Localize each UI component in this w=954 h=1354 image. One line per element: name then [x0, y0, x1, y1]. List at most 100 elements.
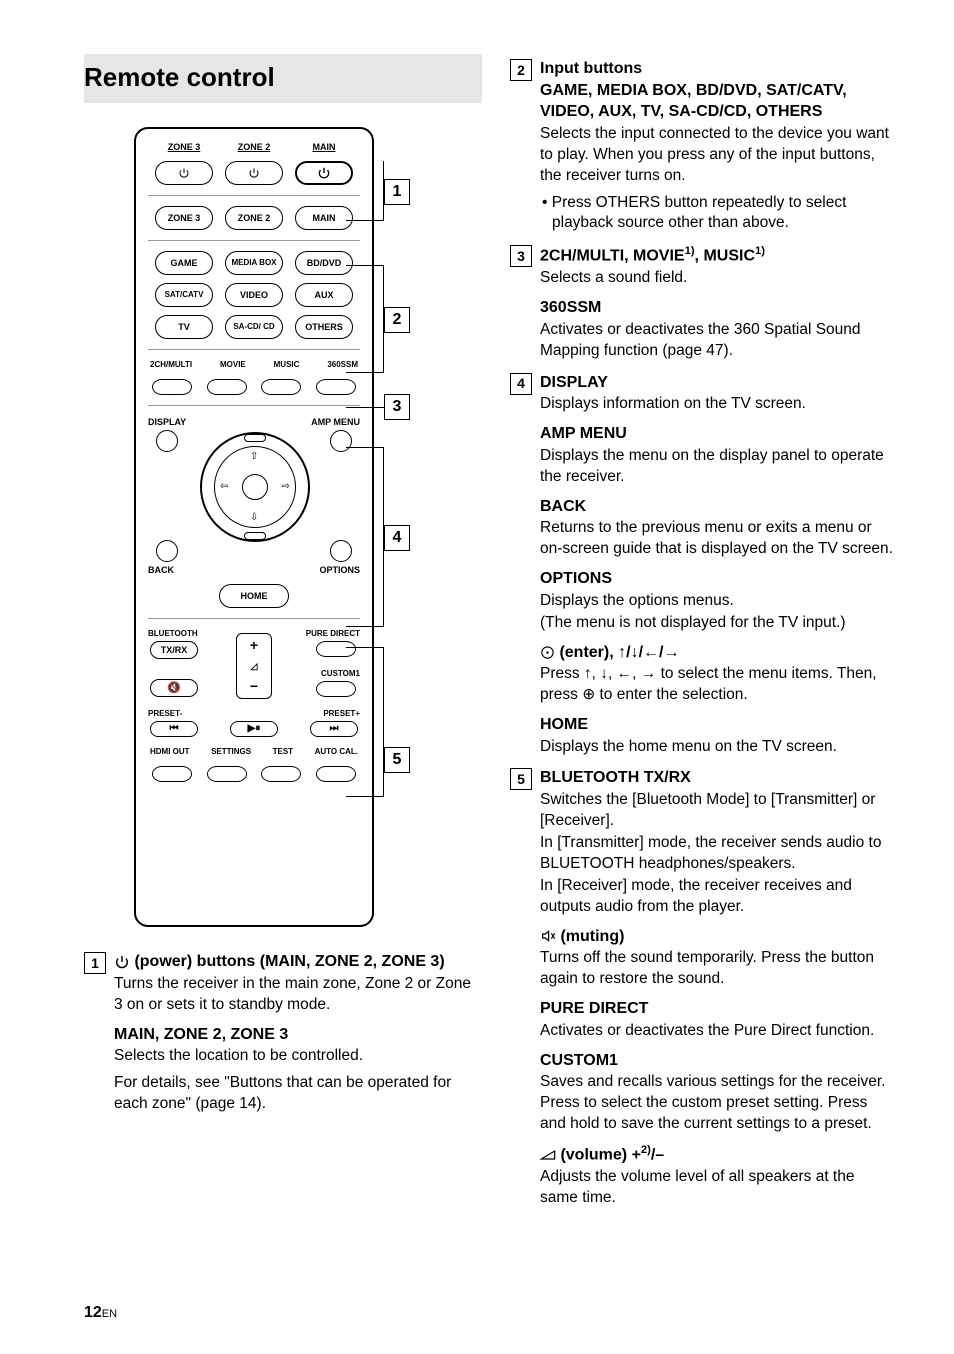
btn-360ssm	[316, 379, 356, 395]
power-label-zone2: ZONE 2	[225, 141, 283, 153]
btn-2chmulti	[152, 379, 192, 395]
dpad: ⇧⇩⇦⇨	[200, 432, 310, 542]
entry-4-sub1-d: Displays the menu on the display panel t…	[540, 446, 894, 488]
entry-1-sub-d2: For details, see "Buttons that can be op…	[114, 1073, 482, 1115]
mute-icon	[540, 928, 556, 944]
enter-icon	[540, 645, 555, 660]
btn-prev: ⏮	[150, 721, 198, 737]
power-icon	[114, 954, 130, 970]
input-tv: TV	[155, 315, 213, 339]
entry-2-num: 2	[510, 59, 532, 81]
input-satcatv: SAT/CATV	[155, 283, 213, 307]
input-bddvd: BD/DVD	[295, 251, 353, 275]
entry-3-sub1-d: Activates or deactivates the 360 Spatial…	[540, 320, 894, 362]
entry-4-sub4-d: Press ↑, ↓, ←, → to select the menu item…	[540, 664, 894, 706]
entry-4-sub3-d2: (The menu is not displayed for the TV in…	[540, 613, 894, 634]
entry-4-sub4: (enter), ↑/↓/←/→	[540, 642, 894, 664]
input-mediabox: MEDIA BOX	[225, 251, 283, 275]
entry-3-head: 2CH/MULTI, MOVIE1), MUSIC1)	[540, 244, 894, 267]
btn-mute: 🔇	[150, 679, 198, 697]
entry-2-bullet: • Press OTHERS button repeatedly to sele…	[540, 193, 894, 235]
entry-5-sub2-d: Activates or deactivates the Pure Direct…	[540, 1021, 894, 1042]
power-label-main: MAIN	[295, 141, 353, 153]
lbl-hdmiout: HDMI OUT	[150, 747, 190, 758]
input-sacd: SA-CD/ CD	[225, 315, 283, 339]
entry-4-sub5-d: Displays the home menu on the TV screen.	[540, 737, 894, 758]
entry-4-sub1: AMP MENU	[540, 423, 894, 445]
power-btn-zone2	[225, 161, 283, 185]
callout-4: 4	[384, 525, 410, 551]
entry-5-num: 5	[510, 768, 532, 790]
entry-4-sub3-d1: Displays the options menus.	[540, 591, 894, 612]
btn-playpause: ▶⏸	[230, 721, 278, 737]
zone3-btn: ZONE 3	[155, 206, 213, 230]
btn-music	[261, 379, 301, 395]
entry-3-sub1: 360SSM	[540, 297, 894, 319]
input-aux: AUX	[295, 283, 353, 307]
lbl-2chmulti: 2CH/MULTI	[150, 360, 192, 371]
lbl-settings: SETTINGS	[211, 747, 251, 758]
btn-settings	[207, 766, 247, 782]
entry-4-sub2-d: Returns to the previous menu or exits a …	[540, 518, 894, 560]
power-btn-zone3	[155, 161, 213, 185]
btn-txrx: TX/RX	[150, 641, 198, 659]
section-title: Remote control	[84, 54, 482, 103]
callout-1: 1	[384, 179, 410, 205]
lbl-back: BACK	[148, 564, 174, 576]
callout-3: 3	[384, 394, 410, 420]
entry-1-num: 1	[84, 952, 106, 974]
lbl-display: DISPLAY	[148, 416, 186, 428]
entry-2-head1: Input buttons	[540, 58, 894, 80]
entry-5-sub1: (muting)	[540, 926, 894, 948]
input-others: OTHERS	[295, 315, 353, 339]
entry-3-desc: Selects a sound field.	[540, 268, 894, 289]
entry-1-subhead: MAIN, ZONE 2, ZONE 3	[114, 1024, 482, 1046]
lbl-music: MUSIC	[274, 360, 300, 371]
btn-home: HOME	[219, 584, 289, 608]
btn-test	[261, 766, 301, 782]
entry-4-num: 4	[510, 373, 532, 395]
entry-5-sub4-d: Adjusts the volume level of all speakers…	[540, 1167, 894, 1209]
entry-2-desc: Selects the input connected to the devic…	[540, 124, 894, 187]
entry-4-desc: Displays information on the TV screen.	[540, 394, 894, 415]
btn-display	[156, 430, 178, 452]
entry-1-desc: Turns the receiver in the main zone, Zon…	[114, 974, 482, 1016]
lbl-puredirect: PURE DIRECT	[306, 629, 360, 640]
entry-5-d3: In [Receiver] mode, the receiver receive…	[540, 876, 894, 918]
entry-5-d2: In [Transmitter] mode, the receiver send…	[540, 833, 894, 875]
input-game: GAME	[155, 251, 213, 275]
entry-4-sub3: OPTIONS	[540, 568, 894, 590]
entry-5-head: BLUETOOTH TX/RX	[540, 767, 894, 789]
entry-5-sub1-d: Turns off the sound temporarily. Press t…	[540, 948, 894, 990]
power-btn-main	[295, 161, 353, 185]
btn-movie	[207, 379, 247, 395]
volume-icon	[540, 1148, 556, 1162]
main-btn: MAIN	[295, 206, 353, 230]
callout-2: 2	[384, 307, 410, 333]
entry-5-sub2: PURE DIRECT	[540, 998, 894, 1020]
entry-3-num: 3	[510, 245, 532, 267]
entry-4-head: DISPLAY	[540, 372, 894, 394]
callout-5: 5	[384, 747, 410, 773]
lbl-ampmenu: AMP MENU	[311, 416, 360, 428]
entry-5-sub3: CUSTOM1	[540, 1050, 894, 1072]
btn-hdmiout	[152, 766, 192, 782]
page-number: 12EN	[84, 1302, 117, 1324]
lbl-bluetooth: BLUETOOTH	[148, 629, 198, 640]
lbl-preset-minus: PRESET-	[148, 709, 182, 720]
entry-1-head: (power) buttons (MAIN, ZONE 2, ZONE 3)	[114, 951, 482, 973]
entry-1-sub-d1: Selects the location to be controlled.	[114, 1046, 482, 1067]
entry-5-d1: Switches the [Bluetooth Mode] to [Transm…	[540, 790, 894, 832]
lbl-movie: MOVIE	[220, 360, 246, 371]
zone2-btn: ZONE 2	[225, 206, 283, 230]
volume-rocker: +◿−	[236, 633, 272, 699]
entry-4-sub2: BACK	[540, 496, 894, 518]
entry-5-sub3-d: Saves and recalls various settings for t…	[540, 1072, 894, 1135]
power-label-zone3: ZONE 3	[155, 141, 213, 153]
lbl-test: TEST	[273, 747, 293, 758]
input-video: VIDEO	[225, 283, 283, 307]
btn-back	[156, 540, 178, 562]
remote-diagram: ZONE 3 ZONE 2 MAIN ZONE 3 ZONE 2 MAIN	[84, 117, 482, 947]
entry-4-sub5: HOME	[540, 714, 894, 736]
entry-5-sub4: (volume) +2)/–	[540, 1143, 894, 1166]
